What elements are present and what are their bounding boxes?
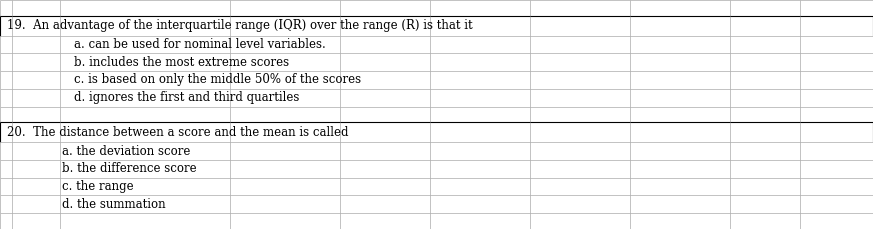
Text: a. can be used for nominal level variables.: a. can be used for nominal level variabl… [74,38,326,51]
Text: a. the deviation score: a. the deviation score [62,144,190,158]
Text: b. includes the most extreme scores: b. includes the most extreme scores [74,56,289,69]
Text: c. the range: c. the range [62,180,134,193]
Text: b. the difference score: b. the difference score [62,162,196,175]
Text: d. ignores the first and third quartiles: d. ignores the first and third quartiles [74,91,299,104]
Text: 19.  An advantage of the interquartile range (IQR) over the range (R) is that it: 19. An advantage of the interquartile ra… [7,19,472,32]
Text: c. is based on only the middle 50% of the scores: c. is based on only the middle 50% of th… [74,74,361,87]
Text: 20.  The distance between a score and the mean is called: 20. The distance between a score and the… [7,126,348,139]
Text: d. the summation: d. the summation [62,198,166,211]
